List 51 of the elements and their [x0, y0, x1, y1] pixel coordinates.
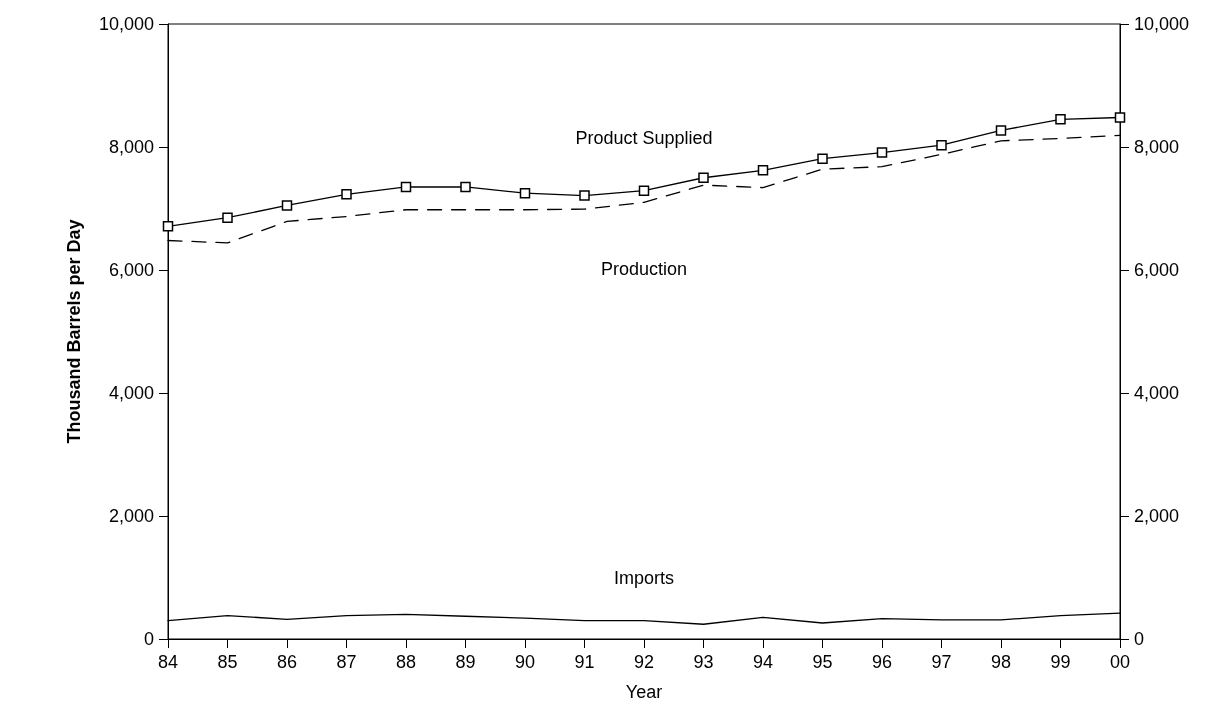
point — [281, 200, 293, 211]
x-tick-label: 86 — [276, 652, 298, 672]
y-tick-label: 8,000 — [108, 137, 154, 157]
point — [698, 172, 709, 183]
x-tick-label: 94 — [752, 652, 774, 672]
y-tick-label: 2,000 — [108, 506, 154, 526]
y2-tick-label: 0 — [1134, 629, 1145, 649]
y2-tick-label: 8,000 — [1134, 137, 1180, 157]
point — [579, 190, 590, 201]
x-tick-label: 89 — [455, 652, 476, 672]
point — [1055, 114, 1066, 125]
x-tick-label: 92 — [633, 652, 655, 672]
x-tick-label: 84 — [157, 652, 179, 672]
x-tick-label: 96 — [871, 652, 893, 672]
x-tick-label: 88 — [395, 652, 417, 672]
x-tick-label: 95 — [812, 652, 833, 672]
x-tick-label: 87 — [336, 652, 357, 672]
y-axis-title: Thousand Barrels per Day — [64, 219, 84, 444]
x-tick-label: 93 — [693, 652, 714, 672]
series-label: Product Supplied — [575, 128, 713, 149]
series-label: Imports — [613, 567, 675, 588]
x-tick-label: 00 — [1109, 652, 1131, 672]
y2-tick-label: 4,000 — [1134, 383, 1180, 403]
text: Production — [600, 259, 688, 280]
x-tick-label: 99 — [1050, 652, 1071, 672]
x-axis-title: Year — [625, 682, 663, 702]
point — [400, 181, 412, 193]
y-tick-label: 4,000 — [108, 383, 154, 403]
point — [936, 139, 947, 151]
y2-tick-label: 6,000 — [1134, 260, 1180, 280]
y-tick-label: 10,000 — [98, 14, 154, 34]
point — [876, 147, 888, 158]
y2-tick-label: 2,000 — [1134, 506, 1180, 526]
x-tick-label: 98 — [990, 652, 1012, 672]
point — [995, 125, 1007, 136]
point — [817, 153, 828, 164]
point — [162, 221, 174, 232]
y-tick-label: 6,000 — [108, 260, 154, 280]
point — [460, 181, 471, 193]
point — [1114, 112, 1126, 123]
point — [757, 165, 769, 176]
point — [222, 212, 233, 223]
x-tick-label: 90 — [514, 652, 536, 672]
point — [341, 189, 352, 200]
x-tick-label: 85 — [217, 652, 238, 672]
point — [638, 185, 650, 196]
y2-tick-label: 10,000 — [1134, 14, 1190, 34]
point — [519, 187, 531, 199]
y-tick-label: 0 — [143, 629, 154, 649]
x-tick-label: 97 — [931, 652, 952, 672]
x-tick-label: 91 — [574, 652, 595, 672]
